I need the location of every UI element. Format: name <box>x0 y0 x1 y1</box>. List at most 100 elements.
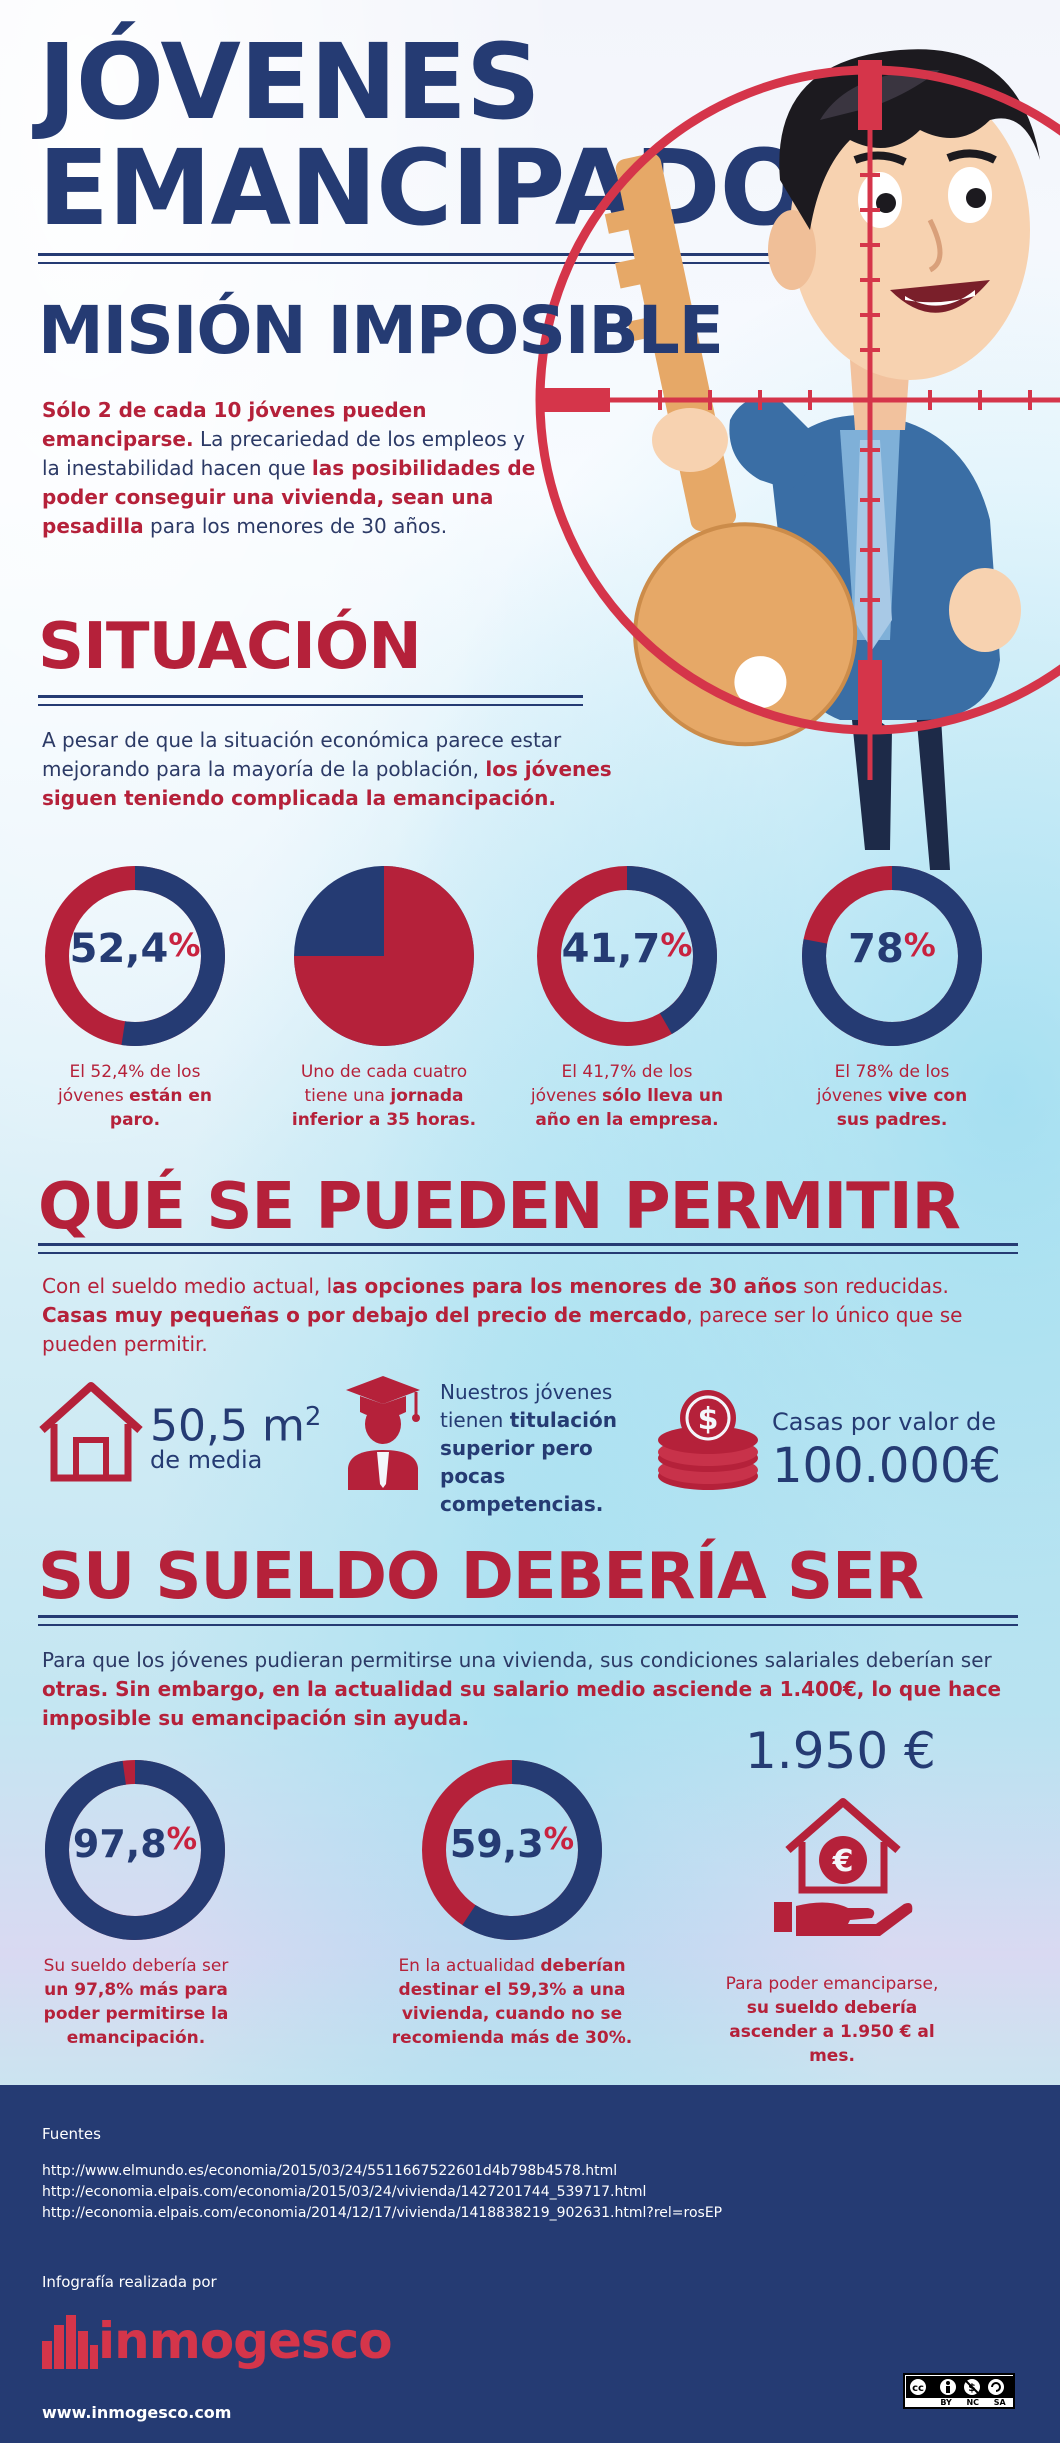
salary-caption: Para poder emanciparse, su sueldo deberí… <box>712 1972 952 2068</box>
sueldo-text-1: Para que los jóvenes pudieran permitirse… <box>42 1648 992 1672</box>
ring-value-arc <box>462 1760 602 1940</box>
license-label-sa: SA <box>993 2398 1006 2407</box>
house-hand-euro-icon: € <box>774 1798 913 1936</box>
svg-text:$: $ <box>698 1402 719 1437</box>
area-sub: de media <box>150 1446 263 1474</box>
sueldo-text: Para que los jóvenes pudieran permitirse… <box>42 1646 1022 1733</box>
situacion-caption-bold-1: jornada inferior a 35 horas. <box>291 1086 477 1130</box>
intro-text: Sólo 2 de cada 10 jóvenes pueden emancip… <box>42 396 542 541</box>
title-rule-top <box>38 253 1018 256</box>
graduate-icon <box>346 1376 420 1490</box>
page-title-line1: JÓVENES <box>38 21 541 143</box>
sueldo-rule-top <box>38 1615 1018 1618</box>
situacion-caption-text-1: Uno de cada cuatro tiene una <box>300 1062 468 1106</box>
situacion-caption-2: El 41,7% de los jóvenes sólo lleva un añ… <box>527 1060 727 1132</box>
situacion-ring-2 <box>537 866 717 1046</box>
situacion-caption-3: El 78% de los jóvenes vive con sus padre… <box>800 1060 984 1132</box>
salary-caption-bold: su sueldo debería ascender a 1.950 € al … <box>729 1998 935 2066</box>
footer: Fuentes http://www.elmundo.es/economia/2… <box>0 2085 1060 2443</box>
situacion-rule-top <box>38 695 583 698</box>
situacion-caption-bold-0: están en paro. <box>109 1086 213 1130</box>
sueldo-ring-value-1: 59,3 <box>449 1822 544 1866</box>
cc-license-icons: cc $ <box>906 2376 1014 2398</box>
euro-symbol: € <box>832 1844 854 1879</box>
ring-value-arc <box>626 866 717 1035</box>
page-title-line2: EMANCIPADOS <box>38 127 882 249</box>
pie-slice-value <box>294 866 474 1046</box>
sueldo-ring-value-0: 97,8 <box>72 1822 167 1866</box>
license-label-by: BY <box>940 2398 952 2407</box>
sueldo-bold-1: otras. Sin embargo, en la actualidad su … <box>42 1677 1002 1730</box>
ring-value-arc <box>802 866 982 1046</box>
sources-label: Fuentes <box>42 2125 101 2143</box>
page-subtitle: MISIÓN IMPOSIBLE <box>38 292 724 369</box>
area-value: 50,5 m2 <box>150 1392 321 1452</box>
hero-mouth <box>890 280 990 313</box>
salary-caption-text: Para poder emanciparse, <box>725 1974 939 1994</box>
situacion-ring-3 <box>802 866 982 1046</box>
sueldo-caption-bold-1: deberían destinar el 59,3% a una viviend… <box>391 1956 633 2048</box>
situacion-caption-text-3: El 78% de los jóvenes <box>816 1062 950 1106</box>
sueldo-rule-bottom <box>38 1624 1018 1626</box>
situacion-ring-label-2: 41,7% <box>535 926 719 972</box>
cc-icon <box>908 2377 928 2397</box>
education-text-1: Nuestros jóvenes tienen <box>440 1380 613 1432</box>
permitir-text-2: son reducidas. <box>797 1274 949 1298</box>
situacion-ring-pct-0: % <box>168 926 201 964</box>
situacion-ring-value-0: 52,4 <box>69 926 169 972</box>
situacion-text-1: A pesar de que la situación económica pa… <box>42 728 562 781</box>
permitir-text: Con el sueldo medio actual, las opciones… <box>42 1272 982 1359</box>
situacion-pie-1 <box>294 866 474 1046</box>
permitir-bold-1: as opciones para los menores de 30 años <box>332 1274 798 1298</box>
website-link[interactable]: www.inmogesco.com <box>42 2403 232 2422</box>
intro-bold-1: Sólo 2 de cada 10 jóvenes pueden emancip… <box>42 398 427 451</box>
sueldo-ring-pct-0: % <box>166 1822 198 1857</box>
cc-license-badge[interactable]: cc $ BY NC SA <box>903 2373 1015 2409</box>
area-unit-sup: 2 <box>304 1402 322 1432</box>
permitir-rule-bottom <box>38 1252 1018 1254</box>
sueldo-caption-0: Su sueldo debería ser un 97,8% más para … <box>36 1954 236 2050</box>
situacion-bold-1: los jóvenes siguen teniendo complicada l… <box>42 757 612 810</box>
brand-name: inmogesco <box>98 2311 393 2371</box>
situacion-ring-value-3: 78 <box>848 926 904 972</box>
ring-value-arc <box>121 866 225 1046</box>
crosshair-icon <box>535 60 1060 780</box>
price-value: 100.000€ <box>772 1438 1002 1494</box>
permitir-bold-2: Casas muy pequeñas o por debajo del prec… <box>42 1303 687 1327</box>
situacion-ring-pct-3: % <box>903 926 936 964</box>
source-link-0[interactable]: http://www.elmundo.es/economia/2015/03/2… <box>42 2163 618 2179</box>
situacion-ring-value-2: 41,7 <box>561 926 661 972</box>
title-rule-bottom <box>38 262 1018 264</box>
situacion-ring-label-0: 52,4% <box>43 926 227 972</box>
sueldo-ring-label-1: 59,3% <box>420 1822 604 1866</box>
situacion-rule-bottom <box>38 704 583 706</box>
source-link-1[interactable]: http://economia.elpais.com/economia/2015… <box>42 2184 647 2200</box>
education-bold-1: titulación superior pero pocas competenc… <box>440 1408 617 1516</box>
coins-icon: $ <box>658 1390 758 1490</box>
permitir-rule-top <box>38 1243 1018 1246</box>
salary-value: 1.950 € <box>745 1722 936 1780</box>
sueldo-ring-pct-1: % <box>543 1822 575 1857</box>
situacion-caption-bold-3: vive con sus padres. <box>836 1086 968 1130</box>
source-link-2[interactable]: http://economia.elpais.com/economia/2014… <box>42 2205 723 2221</box>
house-icon <box>39 1382 143 1482</box>
inmogesco-logo-icon <box>42 2315 98 2369</box>
brand-name-rest: mogesco <box>148 2312 393 2370</box>
sueldo-ring-1 <box>422 1760 602 1940</box>
hero-illustration <box>535 49 1060 870</box>
intro-bold-2: las posibilidades de poder conseguir una… <box>42 456 536 538</box>
cc-license-labels: BY NC SA <box>933 2398 1013 2408</box>
hero-arm <box>729 397 813 490</box>
intro-text-1: La precariedad de los empleos y la inest… <box>42 427 525 480</box>
sueldo-caption-text-0: Su sueldo debería ser <box>43 1956 229 1976</box>
price-label: Casas por valor de <box>772 1408 996 1436</box>
credit-label: Infografía realizada por <box>42 2273 217 2291</box>
situacion-caption-0: El 52,4% de los jóvenes están en paro. <box>40 1060 230 1132</box>
sa-icon <box>988 2379 1004 2395</box>
situacion-caption-1: Uno de cada cuatro tiene una jornada inf… <box>284 1060 484 1132</box>
ring-value-arc <box>45 1760 225 1940</box>
education-text: Nuestros jóvenes tienen titulación super… <box>440 1378 640 1518</box>
svg-text:cc: cc <box>912 2383 924 2394</box>
situacion-ring-label-3: 78% <box>800 926 984 972</box>
